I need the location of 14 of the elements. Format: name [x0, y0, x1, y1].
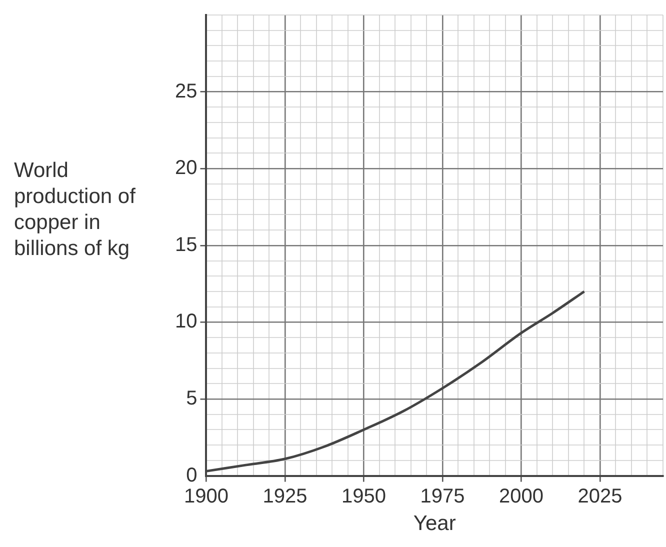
x-tick-label: 2025 — [578, 485, 622, 508]
x-tick-label: 1975 — [420, 485, 465, 508]
y-tick-label: 25 — [174, 80, 198, 102]
y-tick-label: 10 — [174, 310, 198, 333]
x-tick-label: 1900 — [184, 485, 228, 508]
y-tick-label: 0 — [186, 464, 198, 486]
x-tick-label: 1950 — [341, 485, 386, 508]
y-tick-label: 5 — [186, 388, 198, 410]
x-tick-label: 2000 — [499, 485, 544, 508]
y-tick-label: 15 — [174, 234, 198, 256]
x-tick-label: 1925 — [262, 485, 308, 508]
y-tick-label: 20 — [174, 157, 198, 180]
x-axis-title: Year — [413, 512, 456, 536]
y-axis-title: World production of copper in billions of kg — [14, 158, 136, 262]
